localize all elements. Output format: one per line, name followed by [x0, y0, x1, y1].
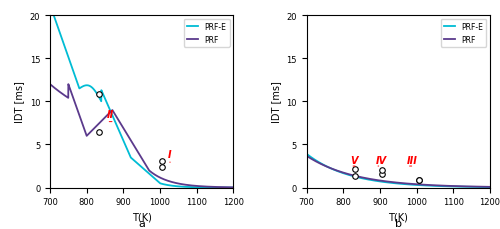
PRF — [225, 186, 231, 189]
Legend: PRF-E, PRF: PRF-E, PRF — [440, 20, 486, 48]
Text: IV: IV — [376, 155, 386, 165]
PRF-E — [304, 153, 310, 155]
PRF — [482, 185, 488, 188]
PRF-E — [56, 31, 62, 34]
X-axis label: T(K): T(K) — [388, 212, 408, 222]
PRF-E — [388, 182, 394, 184]
X-axis label: T(K): T(K) — [132, 212, 152, 222]
PRF-E — [47, 15, 53, 17]
PRF — [132, 145, 138, 148]
Y-axis label: IDT [ms]: IDT [ms] — [14, 81, 24, 123]
Text: V: V — [350, 155, 358, 165]
Y-axis label: IDT [ms]: IDT [ms] — [271, 81, 281, 123]
PRF — [304, 155, 310, 158]
PRF — [313, 160, 319, 163]
Text: III: III — [407, 155, 418, 165]
PRF — [448, 185, 454, 188]
PRF-E — [487, 186, 493, 189]
PRF — [393, 181, 399, 184]
Line: PRF-E: PRF-E — [306, 154, 490, 187]
PRF-E — [482, 186, 488, 189]
Text: b: b — [395, 218, 402, 228]
PRF — [388, 181, 394, 183]
PRF-E — [225, 186, 231, 189]
Text: II: II — [107, 109, 114, 119]
PRF-E — [230, 186, 236, 189]
Line: PRF-E: PRF-E — [50, 16, 234, 188]
PRF-E — [482, 186, 488, 189]
PRF — [482, 185, 488, 188]
PRF-E — [132, 160, 138, 162]
Text: I: I — [168, 150, 171, 160]
PRF-E — [313, 159, 319, 162]
Line: PRF: PRF — [306, 156, 490, 187]
PRF — [487, 186, 493, 188]
PRF — [230, 186, 236, 189]
PRF — [136, 153, 142, 156]
PRF-E — [192, 186, 198, 189]
PRF — [56, 91, 62, 94]
PRF-E — [225, 186, 231, 189]
Line: PRF: PRF — [50, 85, 234, 188]
PRF — [47, 83, 53, 86]
PRF-E — [393, 182, 399, 185]
PRF — [225, 186, 231, 189]
PRF-E — [448, 185, 454, 188]
Legend: PRF-E, PRF: PRF-E, PRF — [184, 20, 230, 48]
Text: a: a — [138, 218, 145, 228]
PRF — [192, 185, 198, 187]
PRF-E — [136, 164, 142, 166]
